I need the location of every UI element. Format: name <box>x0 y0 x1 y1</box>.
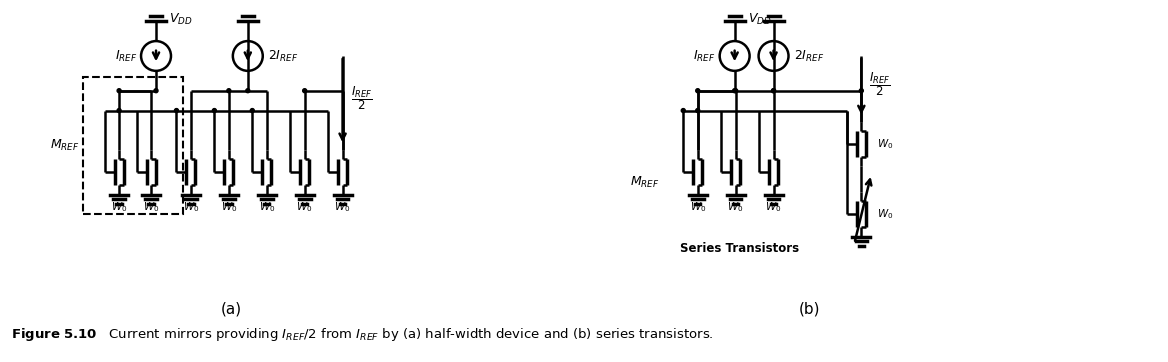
Text: $W_0$: $W_0$ <box>877 207 894 221</box>
Text: $W_0$: $W_0$ <box>689 200 705 214</box>
Text: $\dfrac{I_{REF}}{2}$: $\dfrac{I_{REF}}{2}$ <box>350 84 373 112</box>
Text: $W_0$: $W_0$ <box>334 200 350 214</box>
Text: $I_{REF}$: $I_{REF}$ <box>114 49 137 63</box>
Text: $W_0$: $W_0$ <box>142 200 159 214</box>
Text: $M_{REF}$: $M_{REF}$ <box>50 138 79 153</box>
Circle shape <box>860 89 863 93</box>
Circle shape <box>696 109 700 113</box>
Circle shape <box>117 89 121 93</box>
Text: $W_0$: $W_0$ <box>111 200 127 214</box>
Text: $W_0$: $W_0$ <box>877 138 894 151</box>
Circle shape <box>174 109 179 113</box>
Text: $W_0$: $W_0$ <box>221 200 237 214</box>
Circle shape <box>154 89 158 93</box>
Circle shape <box>250 109 255 113</box>
Circle shape <box>117 109 121 113</box>
Text: $W_0$: $W_0$ <box>258 200 274 214</box>
Circle shape <box>681 109 686 113</box>
Text: $V_{DD}$: $V_{DD}$ <box>169 12 193 27</box>
Circle shape <box>213 109 216 113</box>
Text: $\dfrac{I_{REF}}{2}$: $\dfrac{I_{REF}}{2}$ <box>869 70 891 98</box>
Circle shape <box>772 89 776 93</box>
Text: (a): (a) <box>221 302 242 316</box>
Text: $W_0$: $W_0$ <box>182 200 199 214</box>
Circle shape <box>303 89 307 93</box>
Text: $M_{REF}$: $M_{REF}$ <box>631 174 660 190</box>
Bar <box>83 77 183 214</box>
Text: $2I_{REF}$: $2I_{REF}$ <box>267 49 298 63</box>
Text: $W_0$: $W_0$ <box>728 200 744 214</box>
Text: $I_{REF}$: $I_{REF}$ <box>694 49 716 63</box>
Circle shape <box>772 89 776 93</box>
Text: $V_{DD}$: $V_{DD}$ <box>748 12 771 27</box>
Text: Series Transistors: Series Transistors <box>681 242 799 255</box>
Circle shape <box>245 89 250 93</box>
Text: $W_0$: $W_0$ <box>765 200 781 214</box>
Text: $2I_{REF}$: $2I_{REF}$ <box>793 49 823 63</box>
Circle shape <box>734 89 738 93</box>
Text: (b): (b) <box>799 302 820 316</box>
Text: $W_0$: $W_0$ <box>297 200 313 214</box>
Text: $\bf{Figure\ 5.10}$   Current mirrors providing $I_{REF}$/2 from $I_{REF}$ by (a: $\bf{Figure\ 5.10}$ Current mirrors prov… <box>12 326 714 343</box>
Circle shape <box>696 89 700 93</box>
Circle shape <box>227 89 231 93</box>
Circle shape <box>732 89 737 93</box>
